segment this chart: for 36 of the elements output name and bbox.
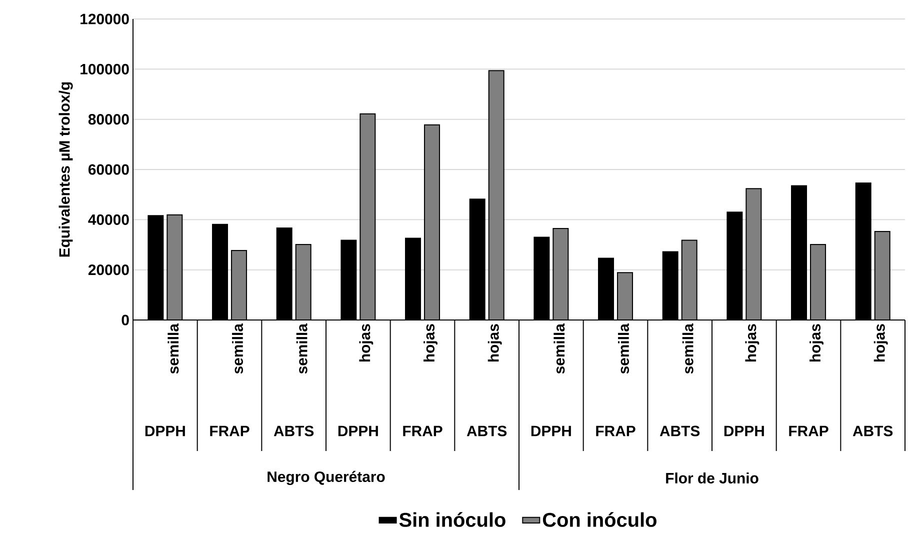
y-axis-title: Equivalentes µM trolox/g <box>58 82 73 257</box>
y-tick-label: 80000 <box>88 114 129 125</box>
x-tick-label: hojas <box>810 324 824 362</box>
text: Flor de Junio <box>666 472 758 484</box>
y-tick-label: 60000 <box>88 164 129 175</box>
x-tick-label: semilla <box>232 323 243 374</box>
text: ABTS <box>274 426 314 436</box>
text: FRAP <box>596 426 636 436</box>
x-tick-label: hojas <box>359 324 374 362</box>
text: FRAP <box>789 426 828 436</box>
x-tick-label: semilla <box>682 323 694 374</box>
text: FRAP <box>210 426 250 436</box>
text: ABTS <box>466 426 507 436</box>
text: DPPH <box>338 426 378 436</box>
text: Negro Querétaro <box>268 470 385 486</box>
x-tick-label: semilla <box>296 323 308 374</box>
legend-label: Con inóculo <box>542 512 656 527</box>
legend-label: Sin inóculo <box>399 512 506 527</box>
text: DPPH <box>724 426 764 436</box>
text: ABTS <box>852 426 893 436</box>
y-tick-label: 120000 <box>80 14 129 24</box>
x-tick-label: semilla <box>168 323 179 374</box>
text: DPPH <box>145 426 185 436</box>
text: DPPH <box>531 426 571 436</box>
text: FRAP <box>403 426 442 436</box>
x-tick-label: semilla <box>554 323 565 374</box>
x-tick-label: hojas <box>424 324 438 362</box>
x-tick-label: semilla <box>618 323 629 374</box>
y-tick-label: 100000 <box>80 64 129 74</box>
text: ABTS <box>660 426 700 436</box>
x-tick-label: hojas <box>874 324 888 362</box>
y-tick-label: 0 <box>122 314 129 326</box>
x-tick-label: hojas <box>745 324 760 362</box>
y-tick-label: 20000 <box>88 264 129 276</box>
x-tick-label: hojas <box>488 324 502 362</box>
y-tick-label: 40000 <box>88 214 129 225</box>
